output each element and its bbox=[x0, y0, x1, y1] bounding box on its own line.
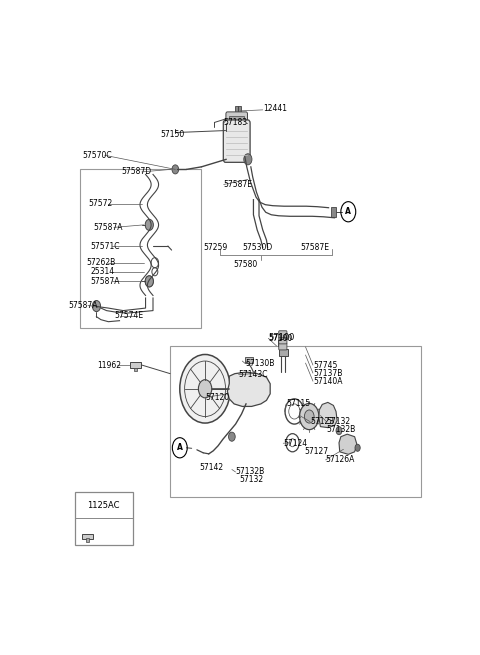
Polygon shape bbox=[319, 402, 337, 428]
FancyBboxPatch shape bbox=[279, 337, 287, 344]
Text: 57127: 57127 bbox=[304, 447, 328, 457]
Text: 57587E: 57587E bbox=[300, 243, 329, 252]
Text: 57100: 57100 bbox=[268, 334, 293, 343]
Text: 57132B: 57132B bbox=[236, 468, 265, 476]
Text: 57570C: 57570C bbox=[83, 151, 112, 160]
Circle shape bbox=[355, 444, 360, 451]
Text: 57571C: 57571C bbox=[91, 242, 120, 251]
Text: 12441: 12441 bbox=[263, 104, 287, 113]
Text: 11962: 11962 bbox=[97, 360, 121, 369]
Text: A: A bbox=[177, 443, 183, 453]
Text: 57587A: 57587A bbox=[91, 277, 120, 286]
Bar bbox=[170, 346, 421, 497]
Bar bbox=[229, 116, 244, 121]
Text: 57587E: 57587E bbox=[224, 180, 252, 189]
FancyBboxPatch shape bbox=[223, 120, 250, 162]
Circle shape bbox=[228, 432, 235, 441]
Text: A: A bbox=[346, 207, 351, 216]
Bar bbox=[279, 349, 288, 356]
Circle shape bbox=[145, 219, 154, 231]
Polygon shape bbox=[339, 434, 357, 455]
Text: 57745: 57745 bbox=[313, 360, 337, 369]
Bar bbox=[86, 538, 89, 542]
FancyBboxPatch shape bbox=[226, 112, 248, 125]
Text: 57100: 57100 bbox=[268, 333, 295, 342]
Text: 57124: 57124 bbox=[283, 439, 307, 448]
Bar bbox=[245, 357, 253, 363]
Bar bbox=[134, 368, 137, 371]
Circle shape bbox=[172, 165, 179, 174]
Text: 57115: 57115 bbox=[286, 400, 310, 409]
Text: 57580: 57580 bbox=[233, 259, 257, 269]
Text: 57132B: 57132B bbox=[326, 424, 356, 434]
FancyBboxPatch shape bbox=[279, 331, 287, 338]
Text: 57183: 57183 bbox=[224, 119, 248, 128]
Text: 57137B: 57137B bbox=[313, 369, 342, 378]
Circle shape bbox=[92, 301, 100, 312]
Text: 57259: 57259 bbox=[203, 243, 228, 252]
Bar bbox=[83, 534, 93, 539]
Bar bbox=[81, 170, 202, 328]
Circle shape bbox=[198, 380, 212, 398]
Polygon shape bbox=[228, 372, 270, 406]
FancyBboxPatch shape bbox=[279, 343, 287, 350]
Text: 57574E: 57574E bbox=[114, 311, 143, 320]
Circle shape bbox=[145, 276, 154, 287]
Text: 57140A: 57140A bbox=[313, 377, 342, 386]
Text: 57120: 57120 bbox=[205, 393, 229, 402]
Text: 57530D: 57530D bbox=[242, 243, 273, 252]
Text: 57142: 57142 bbox=[200, 464, 224, 472]
Text: 57123: 57123 bbox=[310, 417, 334, 426]
Text: 57130B: 57130B bbox=[245, 359, 275, 368]
Text: 25314: 25314 bbox=[91, 267, 115, 276]
Text: 57587A: 57587A bbox=[94, 223, 123, 232]
Text: 57132: 57132 bbox=[326, 417, 350, 426]
Text: 1125AC: 1125AC bbox=[87, 501, 120, 510]
Text: 57587A: 57587A bbox=[68, 301, 98, 310]
Text: 57262B: 57262B bbox=[87, 258, 116, 267]
Circle shape bbox=[244, 154, 252, 165]
Circle shape bbox=[145, 276, 154, 287]
Circle shape bbox=[300, 403, 319, 430]
Bar bbox=[130, 362, 141, 368]
Text: 57587D: 57587D bbox=[121, 168, 152, 176]
Text: 57126A: 57126A bbox=[325, 455, 355, 464]
Circle shape bbox=[304, 410, 314, 423]
Bar bbox=[75, 492, 132, 545]
Text: 57572: 57572 bbox=[88, 199, 112, 208]
Bar bbox=[235, 106, 241, 113]
Text: 57132: 57132 bbox=[240, 475, 264, 484]
Text: 57150: 57150 bbox=[160, 130, 185, 139]
Circle shape bbox=[180, 354, 230, 423]
Circle shape bbox=[336, 426, 342, 435]
Bar bbox=[331, 207, 336, 217]
Text: 57143C: 57143C bbox=[239, 370, 268, 379]
